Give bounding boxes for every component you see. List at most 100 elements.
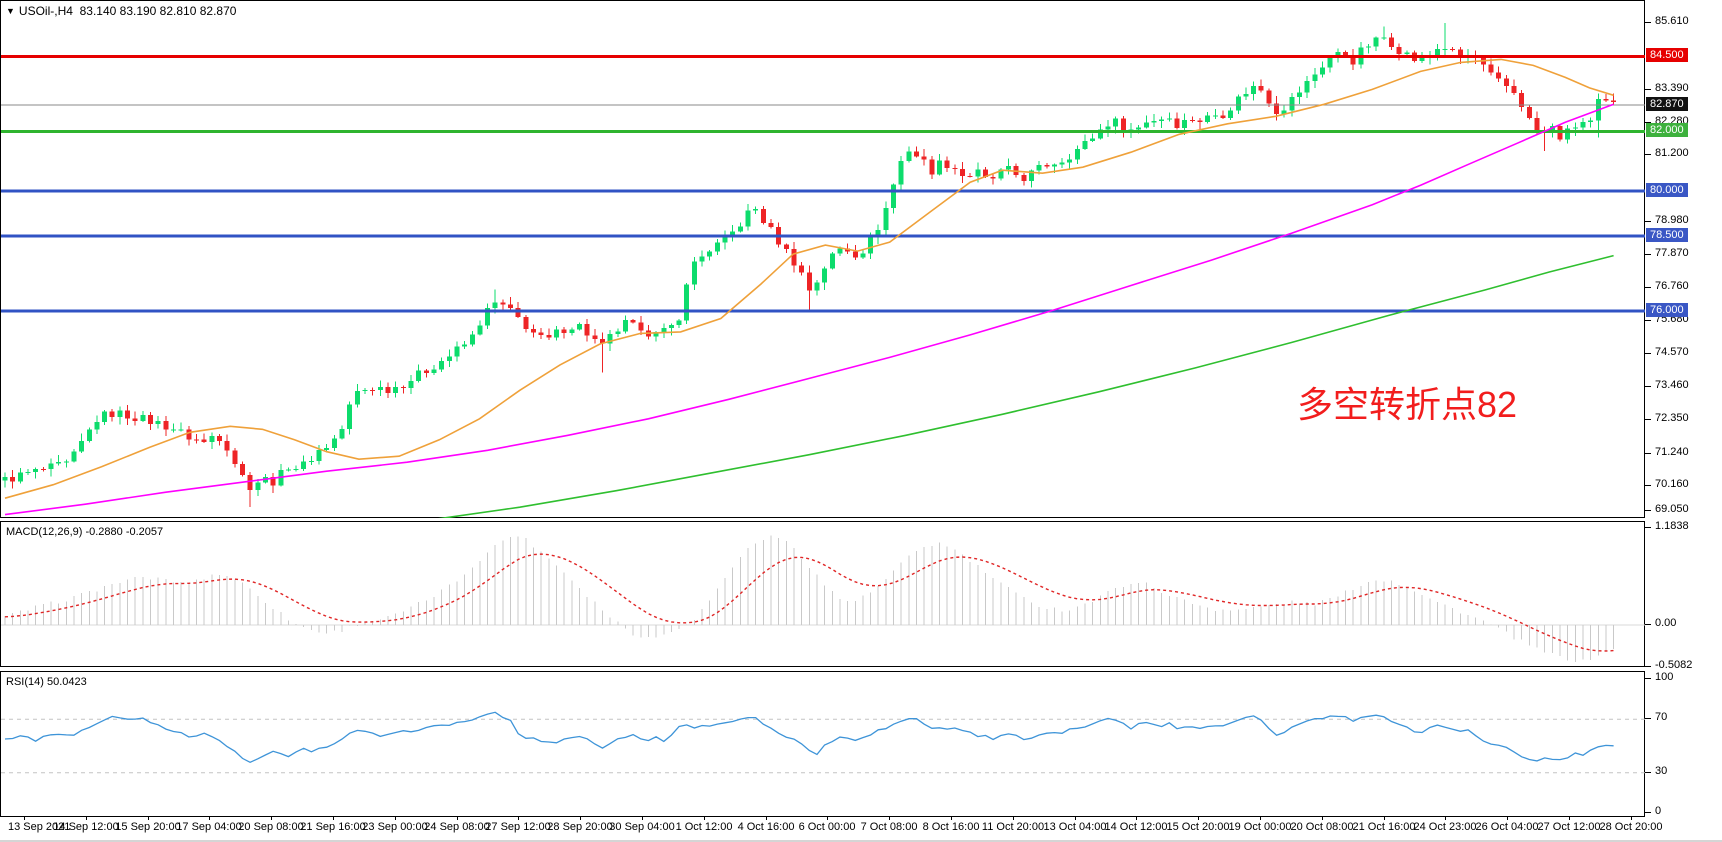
candle-body xyxy=(1327,58,1333,68)
candle-body xyxy=(1243,94,1249,97)
candle-body xyxy=(1097,129,1103,139)
candle-body xyxy=(1251,85,1257,95)
candle-body xyxy=(960,169,965,177)
candle-body xyxy=(1005,166,1011,170)
x-axis-date-label: 17 Sep 04:00 xyxy=(176,821,242,833)
candle-body xyxy=(40,468,46,470)
time-tick-mark xyxy=(1075,817,1076,820)
y-axis-tick-label: 85.610 xyxy=(1655,15,1689,27)
axis-tick-mark xyxy=(1645,772,1651,773)
x-axis-date-label: 6 Oct 00:00 xyxy=(798,821,856,833)
candle-body xyxy=(1565,128,1571,140)
candle-body xyxy=(707,251,713,257)
candle-body xyxy=(1534,118,1540,131)
x-axis-date-label: 27 Oct 12:00 xyxy=(1537,821,1601,833)
candle-body xyxy=(599,339,605,344)
candle-body xyxy=(94,422,100,430)
candle-body xyxy=(485,307,491,326)
candle-body xyxy=(171,429,177,431)
ohlc-values: 83.140 83.190 82.810 82.870 xyxy=(79,4,237,18)
candle-body xyxy=(768,223,774,228)
candle-body xyxy=(975,169,981,177)
time-tick-mark xyxy=(889,817,890,820)
price-badge-76.000: 76.000 xyxy=(1646,303,1688,317)
rsi-chart[interactable] xyxy=(1,672,1645,816)
candlestick-chart[interactable] xyxy=(1,1,1645,518)
candle-body xyxy=(377,387,383,391)
macd-pane[interactable]: MACD(12,26,9) -0.2880 -0.2057 xyxy=(0,521,1645,667)
axis-tick-mark xyxy=(1645,254,1651,255)
candle-body xyxy=(1404,52,1410,54)
candle-body xyxy=(2,477,8,481)
candle-body xyxy=(967,176,973,178)
candle-body xyxy=(1572,127,1578,129)
candle-body xyxy=(515,308,521,318)
price-axis[interactable]: 85.610 83.390 82.280 81.200 78.980 77.870 76.7… xyxy=(1645,0,1722,817)
candle-body xyxy=(1258,85,1264,91)
candle-body xyxy=(806,272,812,291)
axis-tick-mark xyxy=(1645,624,1651,625)
candle-body xyxy=(891,184,897,209)
x-axis-date-label: 21 Oct 16:00 xyxy=(1352,821,1416,833)
time-tick-mark xyxy=(86,817,87,820)
y-axis-tick-label: 70 xyxy=(1655,711,1668,723)
candle-body xyxy=(79,440,85,452)
y-axis-tick-label: 0.00 xyxy=(1655,617,1677,629)
candle-body xyxy=(1519,93,1525,108)
axis-tick-mark xyxy=(1645,453,1651,454)
candle-body xyxy=(462,344,468,347)
x-axis-date-label: 14 Oct 12:00 xyxy=(1104,821,1168,833)
candle-body xyxy=(799,265,805,273)
candle-body xyxy=(301,461,307,469)
candle-body xyxy=(584,324,590,336)
candle-body xyxy=(109,411,115,418)
x-axis-date-label: 20 Oct 08:00 xyxy=(1290,821,1354,833)
candle-body xyxy=(592,335,598,340)
candle-body xyxy=(308,461,314,463)
macd-chart[interactable] xyxy=(1,522,1645,666)
candle-body xyxy=(561,329,567,333)
y-axis-tick-label: 77.870 xyxy=(1655,247,1689,259)
y-axis-tick-label: 30 xyxy=(1655,765,1668,777)
candle-body xyxy=(508,304,514,309)
candle-body xyxy=(1603,99,1609,101)
rsi-pane[interactable]: RSI(14) 50.0423 xyxy=(0,671,1645,817)
candle-body xyxy=(1166,118,1172,120)
symbol-name: USOil-,H4 xyxy=(18,4,73,18)
candle-body xyxy=(1021,175,1027,182)
candle-body xyxy=(48,463,54,470)
time-axis[interactable]: 13 Sep 2021 14 Sep 12:00 15 Sep 20:00 17 Se… xyxy=(0,817,1722,840)
candle-body xyxy=(1082,141,1088,149)
main-chart-pane[interactable] xyxy=(0,0,1645,518)
time-tick-mark xyxy=(1507,817,1508,820)
time-tick-mark xyxy=(827,817,828,820)
candle-body xyxy=(63,461,69,463)
candle-body xyxy=(469,334,475,345)
candle-body xyxy=(1503,78,1509,87)
candle-body xyxy=(1588,120,1594,123)
candle-body xyxy=(691,261,697,285)
candle-body xyxy=(370,390,376,392)
x-axis-date-label: 26 Oct 04:00 xyxy=(1475,821,1539,833)
candle-body xyxy=(56,462,62,464)
candle-body xyxy=(431,369,437,373)
x-axis-date-label: 7 Oct 08:00 xyxy=(860,821,918,833)
time-tick-mark xyxy=(1384,817,1385,820)
candle-body xyxy=(347,404,353,430)
candle-body xyxy=(140,414,146,422)
y-axis-tick-label: 69.050 xyxy=(1655,503,1689,515)
candle-body xyxy=(1442,49,1448,51)
candle-body xyxy=(186,429,192,440)
candle-body xyxy=(1496,72,1502,79)
candle-body xyxy=(446,356,452,362)
axis-tick-mark xyxy=(1645,485,1651,486)
candle-body xyxy=(883,208,889,231)
candles-layer xyxy=(2,22,1617,508)
candle-body xyxy=(102,411,108,423)
time-tick-mark xyxy=(518,817,519,820)
candle-body xyxy=(148,414,154,425)
candle-body xyxy=(1220,115,1226,119)
candle-body xyxy=(1343,51,1348,56)
quick-trade-triangle-icon[interactable]: ▼ xyxy=(6,6,15,16)
axis-tick-mark xyxy=(1645,221,1651,222)
